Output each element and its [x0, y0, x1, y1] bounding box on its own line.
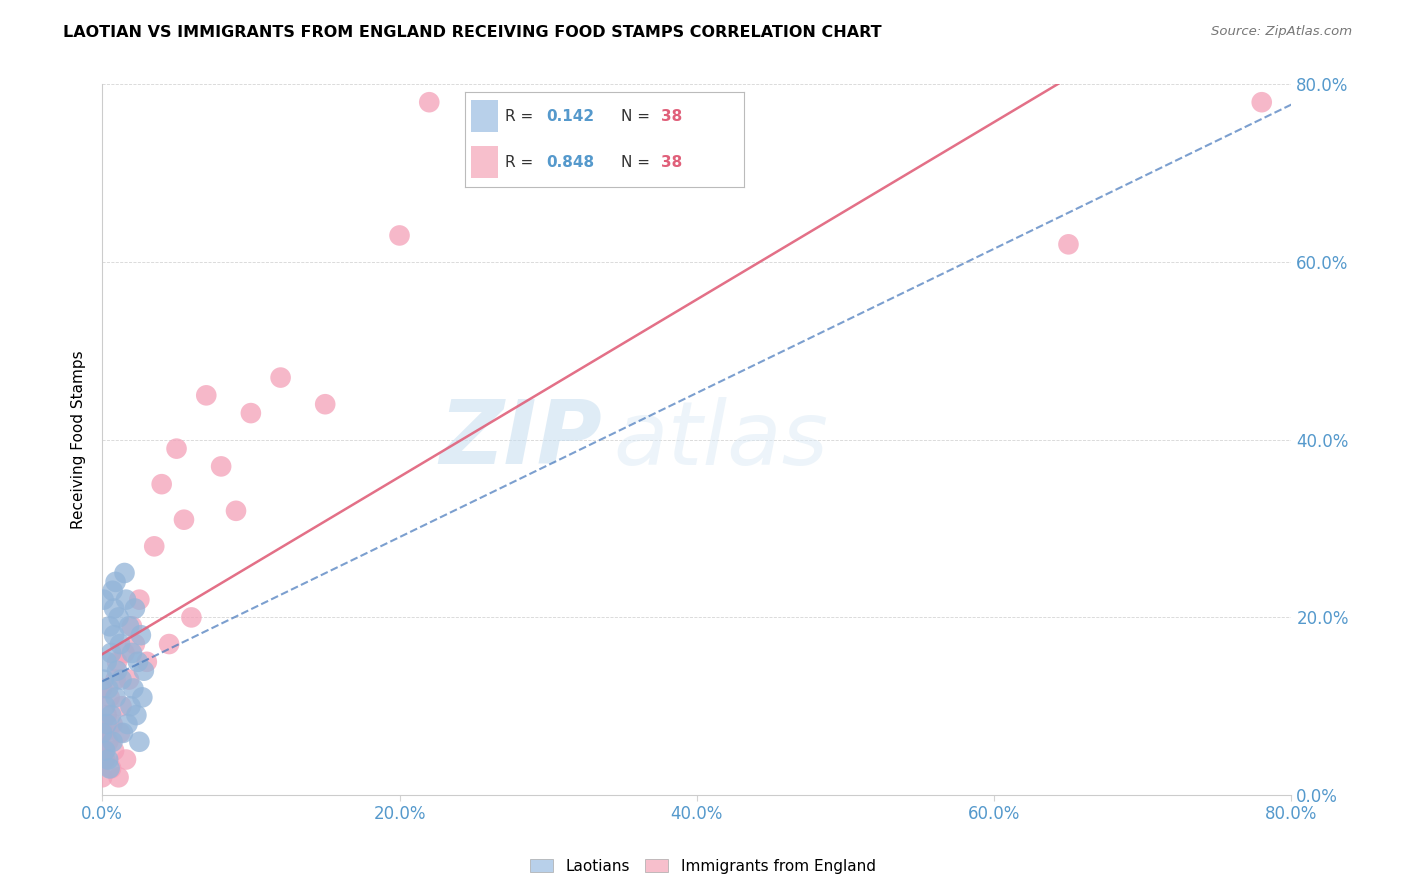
Point	[117, 717, 139, 731]
Point	[97, 752, 120, 766]
Point	[98, 619, 121, 633]
Point	[114, 646, 136, 660]
Point	[93, 592, 115, 607]
Point	[122, 681, 145, 696]
Text: atlas: atlas	[613, 397, 828, 483]
Point	[105, 664, 128, 678]
Point	[239, 406, 262, 420]
Point	[120, 699, 142, 714]
Text: ZIP: ZIP	[439, 396, 602, 483]
Point	[166, 442, 188, 456]
Point	[93, 673, 115, 687]
Point	[97, 735, 120, 749]
Point	[129, 628, 152, 642]
Point	[97, 681, 120, 696]
Point	[101, 583, 124, 598]
Y-axis label: Receiving Food Stamps: Receiving Food Stamps	[72, 351, 86, 529]
Point	[225, 504, 247, 518]
Point	[98, 690, 121, 705]
Point	[121, 619, 143, 633]
Point	[121, 646, 143, 660]
Point	[127, 655, 149, 669]
Point	[94, 744, 117, 758]
Point	[108, 637, 131, 651]
Point	[209, 459, 232, 474]
Point	[118, 673, 141, 687]
Point	[91, 770, 114, 784]
Point	[124, 637, 146, 651]
Point	[128, 735, 150, 749]
Point	[314, 397, 336, 411]
Point	[143, 539, 166, 553]
Point	[150, 477, 173, 491]
Point	[96, 717, 118, 731]
Point	[107, 770, 129, 784]
Point	[96, 708, 118, 723]
Point	[388, 228, 411, 243]
Point	[110, 699, 132, 714]
Point	[101, 735, 124, 749]
Point	[270, 370, 292, 384]
Point	[108, 726, 131, 740]
Point	[131, 690, 153, 705]
Point	[115, 592, 138, 607]
Point	[115, 752, 138, 766]
Point	[125, 708, 148, 723]
Point	[104, 574, 127, 589]
Point	[91, 717, 114, 731]
Point	[110, 673, 132, 687]
Point	[104, 690, 127, 705]
Point	[418, 95, 440, 110]
Point	[91, 681, 114, 696]
Text: LAOTIAN VS IMMIGRANTS FROM ENGLAND RECEIVING FOOD STAMPS CORRELATION CHART: LAOTIAN VS IMMIGRANTS FROM ENGLAND RECEI…	[63, 25, 882, 40]
Point	[91, 726, 114, 740]
Point	[132, 664, 155, 678]
Point	[101, 717, 124, 731]
Point	[195, 388, 218, 402]
Point	[96, 655, 118, 669]
Point	[173, 513, 195, 527]
Point	[100, 646, 122, 660]
Point	[180, 610, 202, 624]
Point	[1250, 95, 1272, 110]
Point	[104, 673, 127, 687]
Point	[105, 655, 128, 669]
Point	[100, 761, 122, 775]
Point	[94, 752, 117, 766]
Point	[91, 744, 114, 758]
Point	[1057, 237, 1080, 252]
Point	[98, 761, 121, 775]
Text: Source: ZipAtlas.com: Source: ZipAtlas.com	[1212, 25, 1353, 38]
Point	[135, 655, 157, 669]
Point	[111, 726, 134, 740]
Point	[124, 601, 146, 615]
Point	[157, 637, 180, 651]
Point	[114, 566, 136, 580]
Point	[103, 628, 125, 642]
Point	[94, 699, 117, 714]
Legend: Laotians, Immigrants from England: Laotians, Immigrants from England	[524, 853, 882, 880]
Point	[103, 744, 125, 758]
Point	[100, 708, 122, 723]
Point	[103, 601, 125, 615]
Point	[128, 592, 150, 607]
Point	[107, 610, 129, 624]
Point	[93, 726, 115, 740]
Point	[118, 619, 141, 633]
